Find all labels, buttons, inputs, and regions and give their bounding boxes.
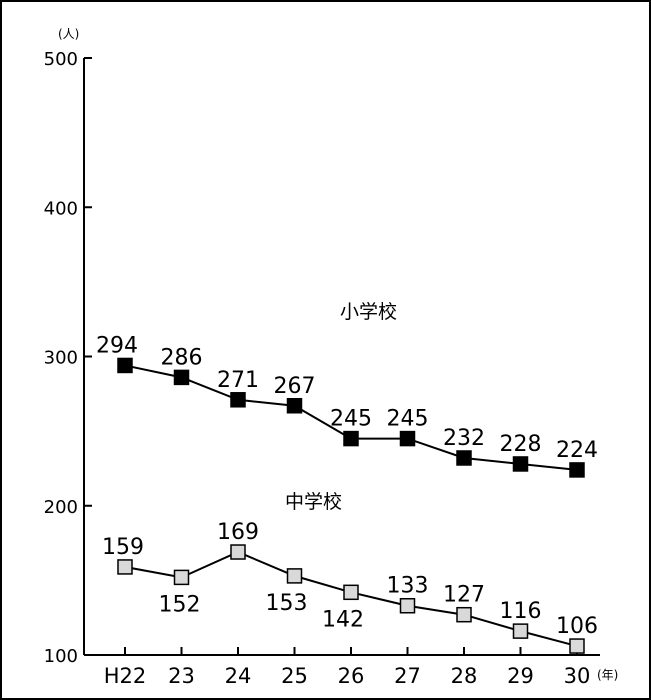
series-label-elementary: 小学校 xyxy=(340,301,397,323)
x-tick-label: 30 xyxy=(564,664,591,688)
data-label: 159 xyxy=(102,535,144,560)
data-marker xyxy=(456,450,472,466)
data-marker xyxy=(399,597,416,614)
data-marker xyxy=(286,568,303,584)
data-label: 169 xyxy=(217,520,259,545)
y-tick-label: 200 xyxy=(44,497,78,518)
data-label: 224 xyxy=(556,438,598,463)
data-label: 245 xyxy=(387,407,429,432)
data-marker xyxy=(117,559,133,575)
data-label: 133 xyxy=(387,574,429,599)
data-marker xyxy=(173,569,190,586)
series-0: 294 286 271 267 245 245 232 228 224 xyxy=(96,333,598,478)
data-label: 267 xyxy=(274,374,316,399)
data-marker xyxy=(512,623,529,639)
data-label: 106 xyxy=(556,614,598,639)
data-marker xyxy=(230,392,246,408)
x-tick-label: 29 xyxy=(507,664,534,688)
data-marker xyxy=(456,606,472,623)
data-label: 116 xyxy=(500,599,542,624)
data-label: 232 xyxy=(443,426,485,451)
x-tick-label: 25 xyxy=(281,664,308,688)
y-unit-label: (人) xyxy=(58,27,79,41)
y-ticks: 100 200 300 400 500 xyxy=(44,49,92,667)
y-tick-label: 100 xyxy=(44,646,78,667)
data-label: 142 xyxy=(322,607,364,632)
x-tick-label: H22 xyxy=(104,664,147,688)
data-marker xyxy=(512,456,529,472)
y-tick-label: 400 xyxy=(44,198,78,219)
y-tick-label: 300 xyxy=(44,348,78,369)
data-marker xyxy=(399,430,416,447)
data-label: 271 xyxy=(217,368,259,393)
y-tick-label: 500 xyxy=(44,49,78,70)
series-label-junior-high: 中学校 xyxy=(285,491,342,513)
data-label: 127 xyxy=(443,583,485,608)
data-label: 286 xyxy=(161,345,203,370)
x-tick-label: 24 xyxy=(225,664,252,688)
data-marker xyxy=(286,398,303,414)
data-marker xyxy=(230,544,246,560)
series-1: 159 152 169 153 142 133 127 116 106 xyxy=(102,520,598,654)
data-marker xyxy=(117,357,133,374)
data-label: 228 xyxy=(500,432,542,457)
data-marker xyxy=(569,462,585,478)
data-label: 152 xyxy=(159,592,201,617)
x-ticks: H22 23 24 25 26 27 28 29 30 xyxy=(104,647,591,688)
data-label: 153 xyxy=(266,591,308,616)
data-marker xyxy=(343,584,359,601)
x-tick-label: 26 xyxy=(338,664,365,688)
data-marker xyxy=(343,430,359,447)
data-label: 294 xyxy=(96,333,138,358)
x-tick-label: 28 xyxy=(451,664,478,688)
x-tick-label: 27 xyxy=(394,664,421,688)
data-marker xyxy=(173,369,190,386)
x-tick-label: 23 xyxy=(168,664,195,688)
data-label: 245 xyxy=(330,407,372,432)
data-marker xyxy=(569,638,585,654)
x-unit-label: (年) xyxy=(597,668,618,682)
